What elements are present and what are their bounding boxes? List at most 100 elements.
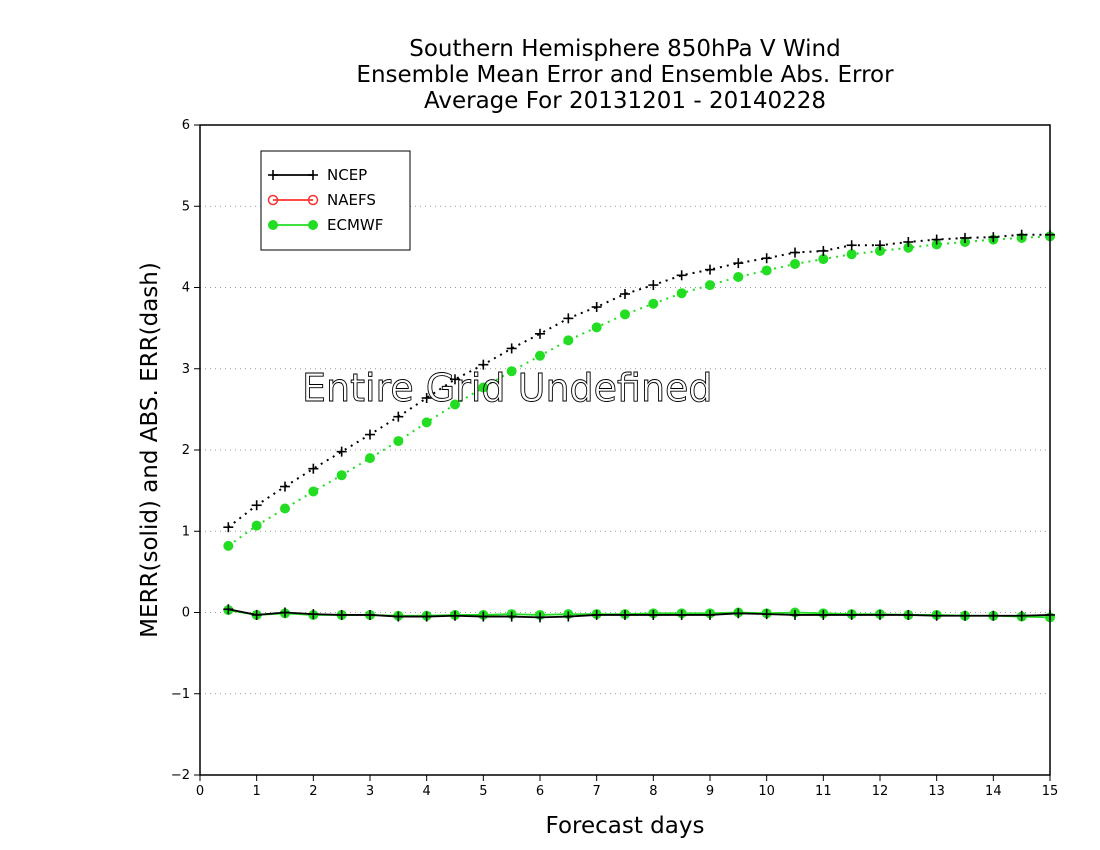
- legend-item-ecmwf: ECMWF: [268, 216, 383, 234]
- x-tick-label: 0: [196, 784, 204, 799]
- y-tick-label: 6: [182, 118, 190, 133]
- data-point-ncep-abs-error: [676, 270, 687, 281]
- data-point-ncep-mean-error: [733, 608, 744, 619]
- series-line-ncep-abs-error: [227, 233, 1050, 528]
- series-layer: [223, 229, 1055, 623]
- legend-marker-naefs: [267, 194, 279, 206]
- data-point-ecmwf-abs-error: [846, 249, 857, 260]
- data-point-ncep-abs-error: [733, 258, 744, 269]
- data-point-ecmwf-abs-error: [705, 280, 715, 291]
- data-point-ecmwf-abs-error: [393, 436, 404, 447]
- data-point-ncep-abs-error: [365, 429, 375, 440]
- data-point-ncep-abs-error: [478, 359, 489, 370]
- data-point-ncep-mean-error: [705, 609, 715, 620]
- x-tick-label: 10: [758, 784, 775, 799]
- data-point-ncep-mean-error: [620, 609, 630, 620]
- legend-label-naefs: NAEFS: [327, 191, 376, 209]
- y-tick-label: 4: [182, 281, 190, 296]
- data-point-ecmwf-abs-error: [336, 470, 347, 481]
- data-point-ncep-abs-error: [790, 247, 800, 258]
- data-point-ncep-abs-error: [336, 446, 347, 457]
- legend-item-naefs: NAEFS: [267, 191, 376, 209]
- x-tick-label: 7: [593, 784, 601, 799]
- data-point-ncep-abs-error: [818, 245, 829, 256]
- data-point-ncep-mean-error: [365, 609, 375, 620]
- data-point-ncep-abs-error: [308, 463, 319, 474]
- series-ecmwf-abs-error: [223, 231, 1055, 551]
- series-ncep-abs-error: [223, 229, 1055, 533]
- data-point-ncep-abs-error: [705, 264, 715, 275]
- data-point-ncep-abs-error: [846, 240, 857, 251]
- chart-title-line-2: Ensemble Mean Error and Ensemble Abs. Er…: [356, 62, 894, 88]
- data-point-ncep-abs-error: [903, 237, 914, 247]
- data-point-ecmwf-abs-error: [903, 242, 914, 253]
- data-point-ncep-mean-error: [648, 609, 659, 620]
- x-tick-label: 12: [872, 784, 889, 799]
- data-point-ncep-abs-error: [563, 313, 574, 324]
- data-point-ncep-mean-error: [591, 609, 602, 620]
- gridlines: [200, 205, 1050, 695]
- data-point-ncep-abs-error: [648, 280, 659, 291]
- data-point-ncep-mean-error: [308, 609, 319, 620]
- x-axis-label: Forecast days: [546, 813, 705, 839]
- y-tick-label: 5: [182, 199, 190, 214]
- data-point-ncep-abs-error: [251, 500, 262, 511]
- data-point-ecmwf-abs-error: [676, 288, 687, 299]
- data-point-ncep-mean-error: [1016, 610, 1027, 621]
- data-point-ncep-mean-error: [535, 612, 545, 623]
- data-point-ncep-mean-error: [563, 611, 574, 622]
- data-point-ncep-mean-error: [875, 609, 885, 620]
- data-point-ncep-mean-error: [506, 611, 517, 622]
- series-ecmwf-mean-error: [223, 605, 1055, 623]
- data-point-ncep-abs-error: [960, 232, 970, 243]
- x-tick-label: 13: [928, 784, 945, 799]
- data-point-ecmwf-abs-error: [790, 258, 800, 269]
- x-tick-label: 3: [366, 784, 374, 799]
- data-point-ncep-mean-error: [960, 610, 970, 621]
- data-point-ncep-mean-error: [421, 611, 432, 622]
- data-point-ncep-abs-error: [421, 393, 432, 403]
- chart-title-line-1: Southern Hemisphere 850hPa V Wind: [409, 36, 841, 62]
- data-point-ncep-abs-error: [875, 240, 885, 251]
- data-point-ncep-mean-error: [280, 607, 290, 618]
- data-point-ncep-mean-error: [478, 611, 489, 622]
- data-point-ecmwf-abs-error: [280, 503, 290, 514]
- data-point-ncep-mean-error: [790, 609, 800, 620]
- y-tick-label: −2: [171, 768, 190, 783]
- y-axis-label: MERR(solid) and ABS. ERR(dash): [137, 262, 163, 638]
- data-point-ecmwf-abs-error: [620, 309, 630, 320]
- data-point-ecmwf-abs-error: [818, 254, 829, 265]
- data-point-ecmwf-abs-error: [251, 520, 262, 531]
- data-point-ecmwf-abs-error: [308, 486, 319, 497]
- data-point-ncep-mean-error: [988, 610, 999, 621]
- data-point-ncep-abs-error: [223, 522, 234, 533]
- data-point-ncep-abs-error: [1016, 229, 1027, 240]
- data-point-ncep-abs-error: [393, 411, 404, 422]
- x-tick-label: 8: [649, 784, 657, 799]
- data-point-ecmwf-abs-error: [421, 417, 432, 428]
- data-point-ncep-mean-error: [336, 609, 347, 620]
- legend-marker-ecmwf: [268, 220, 278, 230]
- data-point-ncep-mean-error: [818, 609, 829, 620]
- data-point-ncep-mean-error: [846, 609, 857, 620]
- legend-marker-naefs: [307, 194, 319, 206]
- data-point-ecmwf-abs-error: [223, 540, 234, 551]
- data-point-ecmwf-abs-error: [450, 399, 460, 410]
- data-point-ncep-mean-error: [903, 609, 914, 620]
- undefined-grid-annotation: Entire Grid Undefined: [302, 366, 713, 410]
- legend-marker-ncep: [308, 170, 318, 180]
- y-tick-label: 2: [182, 443, 190, 458]
- data-point-ncep-abs-error: [620, 289, 630, 299]
- data-point-ecmwf-abs-error: [648, 298, 659, 309]
- y-tick-label: −1: [171, 687, 190, 702]
- data-point-ecmwf-abs-error: [535, 350, 545, 361]
- data-point-ncep-abs-error: [988, 232, 999, 243]
- data-point-ncep-mean-error: [931, 610, 942, 621]
- data-point-ncep-abs-error: [450, 374, 460, 385]
- legend: NCEP NAEFS ECMWF: [260, 150, 411, 251]
- chart-title-line-3: Average For 20131201 - 20140228: [423, 88, 827, 114]
- data-point-ncep-abs-error: [591, 302, 602, 312]
- series-ncep-mean-error: [223, 604, 1055, 623]
- data-point-ncep-mean-error: [393, 611, 404, 622]
